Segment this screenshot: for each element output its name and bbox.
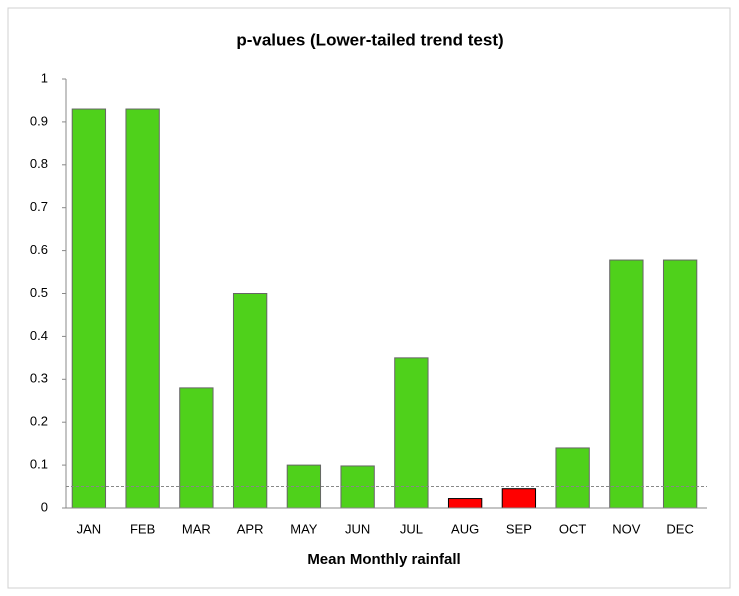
bar bbox=[394, 357, 429, 509]
x-tick-label: JUL bbox=[400, 521, 423, 536]
x-tick-label: FEB bbox=[130, 521, 155, 536]
bar bbox=[662, 259, 698, 509]
x-tick-label: APR bbox=[237, 521, 264, 536]
y-tick-label: 0.4 bbox=[30, 328, 48, 343]
x-tick-label: MAY bbox=[290, 521, 318, 536]
y-tick-label: 0.2 bbox=[30, 414, 48, 429]
bar bbox=[555, 447, 590, 509]
bar bbox=[125, 108, 160, 509]
x-axis-label: Mean Monthly rainfall bbox=[307, 551, 460, 568]
bar bbox=[232, 293, 268, 509]
x-tick-label: MAR bbox=[182, 521, 211, 536]
x-tick-label: DEC bbox=[666, 521, 693, 536]
y-tick-label: 0.5 bbox=[30, 285, 48, 300]
x-tick-label: JAN bbox=[77, 521, 102, 536]
x-tick-label: AUG bbox=[451, 521, 479, 536]
bar bbox=[179, 387, 214, 509]
chart-title: p-values (Lower-tailed trend test) bbox=[236, 30, 503, 49]
y-tick-label: 1 bbox=[41, 70, 48, 85]
bar bbox=[447, 498, 483, 509]
y-tick-label: 0.8 bbox=[30, 156, 48, 171]
y-tick-label: 0.7 bbox=[30, 199, 48, 214]
y-tick-label: 0 bbox=[41, 499, 48, 514]
y-tick-label: 0.6 bbox=[30, 242, 48, 257]
bar bbox=[501, 488, 537, 509]
x-tick-label: JUN bbox=[345, 521, 370, 536]
y-tick-label: 0.9 bbox=[30, 113, 48, 128]
bar bbox=[609, 259, 644, 509]
x-tick-label: NOV bbox=[612, 521, 641, 536]
y-tick-label: 0.3 bbox=[30, 371, 48, 386]
x-tick-label: OCT bbox=[559, 521, 587, 536]
bar bbox=[71, 108, 107, 509]
y-tick-label: 0.1 bbox=[30, 457, 48, 472]
x-tick-label: SEP bbox=[506, 521, 532, 536]
